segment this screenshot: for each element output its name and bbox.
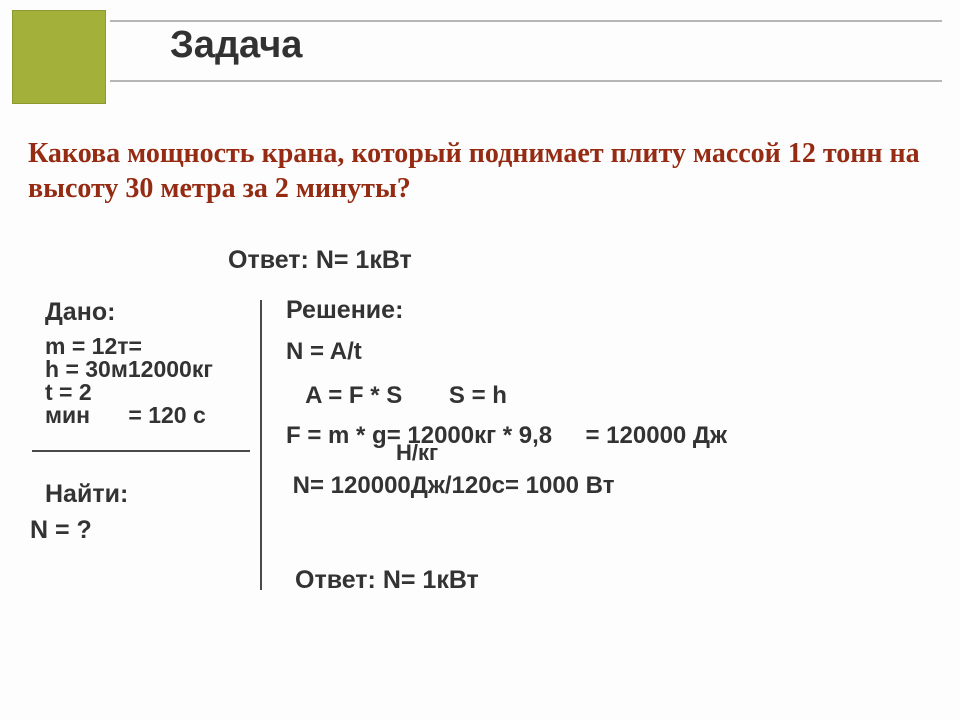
accent-square xyxy=(12,10,106,104)
title-line-bottom xyxy=(110,80,942,82)
title-line-top xyxy=(110,20,942,22)
solution-line-3b: Н/кг xyxy=(286,440,940,458)
page-title: Задача xyxy=(170,24,302,67)
solution-line-2: A = F * S S = h xyxy=(286,382,940,422)
problem-text: Какова мощность крана, который поднимает… xyxy=(28,136,932,206)
solution-label: Решение: xyxy=(286,296,940,336)
given-line-2: h = 30м12000кг xyxy=(45,358,280,381)
given-label: Дано: xyxy=(45,300,280,325)
solution-line-1: N = A/t xyxy=(286,338,940,378)
title-bar: Задача xyxy=(12,22,942,92)
answer-top: Ответ: N= 1кВт xyxy=(228,246,412,275)
answer-bottom: Ответ: N= 1кВт xyxy=(295,566,479,595)
solution-block: Решение: N = A/t A = F * S S = h F = m *… xyxy=(286,296,940,512)
given-line-3: t = 2 xyxy=(45,381,280,404)
find-label: Найти: xyxy=(45,480,128,509)
vertical-separator xyxy=(260,300,262,590)
find-variable: N = ? xyxy=(30,516,92,545)
given-line-1: m = 12т= xyxy=(45,335,280,358)
given-separator xyxy=(32,450,250,452)
given-block: Дано: m = 12т= h = 30м12000кг t = 2 мин … xyxy=(45,300,280,427)
solution-line-4: N= 120000Дж/120с= 1000 Вт xyxy=(286,472,940,512)
given-line-4: мин = 120 с xyxy=(45,404,280,427)
